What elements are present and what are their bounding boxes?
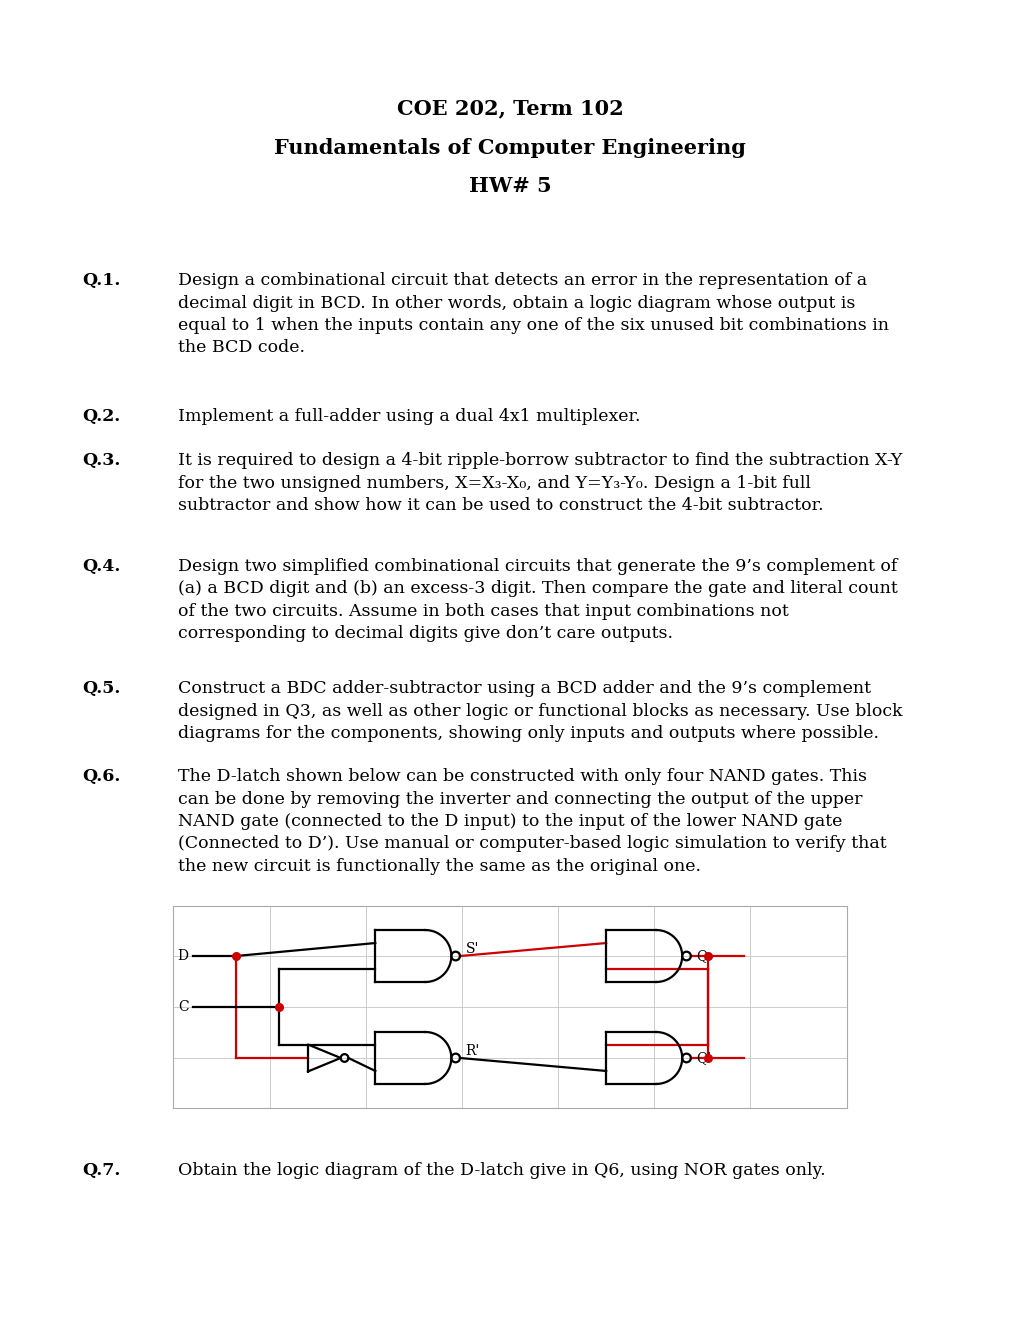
Text: The D-latch shown below can be constructed with only four NAND gates. This: The D-latch shown below can be construct… (178, 768, 866, 785)
Text: equal to 1 when the inputs contain any one of the six unused bit combinations in: equal to 1 when the inputs contain any o… (178, 317, 889, 334)
Text: It is required to design a 4-bit ripple-borrow subtractor to find the subtractio: It is required to design a 4-bit ripple-… (178, 451, 902, 469)
Text: NAND gate (connected to the D input) to the input of the lower NAND gate: NAND gate (connected to the D input) to … (178, 813, 842, 830)
Text: Obtain the logic diagram of the D-latch give in Q6, using NOR gates only.: Obtain the logic diagram of the D-latch … (178, 1162, 824, 1179)
Text: can be done by removing the inverter and connecting the output of the upper: can be done by removing the inverter and… (178, 791, 862, 808)
Text: Q.2.: Q.2. (82, 408, 120, 425)
Text: subtractor and show how it can be used to construct the 4-bit subtractor.: subtractor and show how it can be used t… (178, 498, 822, 513)
Text: Q: Q (696, 949, 707, 964)
Text: Implement a full-adder using a dual 4x1 multiplexer.: Implement a full-adder using a dual 4x1 … (178, 408, 640, 425)
Text: (Connected to D’). Use manual or computer-based logic simulation to verify that: (Connected to D’). Use manual or compute… (178, 836, 886, 853)
Text: HW# 5: HW# 5 (468, 176, 551, 195)
Text: the BCD code.: the BCD code. (178, 339, 305, 356)
Text: Q.5.: Q.5. (82, 680, 120, 697)
Text: Construct a BDC adder-subtractor using a BCD adder and the 9’s complement: Construct a BDC adder-subtractor using a… (178, 680, 870, 697)
Text: Fundamentals of Computer Engineering: Fundamentals of Computer Engineering (274, 139, 745, 158)
Text: diagrams for the components, showing only inputs and outputs where possible.: diagrams for the components, showing onl… (178, 725, 878, 742)
Text: (a) a BCD digit and (b) an excess-3 digit. Then compare the gate and literal cou: (a) a BCD digit and (b) an excess-3 digi… (178, 581, 897, 598)
Text: decimal digit in BCD. In other words, obtain a logic diagram whose output is: decimal digit in BCD. In other words, ob… (178, 294, 855, 312)
Text: Q.3.: Q.3. (82, 451, 120, 469)
Text: D: D (177, 949, 189, 964)
Text: for the two unsigned numbers, X=X₃-X₀, and Y=Y₃-Y₀. Design a 1-bit full: for the two unsigned numbers, X=X₃-X₀, a… (178, 474, 810, 491)
Text: R': R' (466, 1044, 480, 1059)
Text: of the two circuits. Assume in both cases that input combinations not: of the two circuits. Assume in both case… (178, 603, 788, 620)
Text: C: C (178, 1001, 189, 1014)
Text: corresponding to decimal digits give don’t care outputs.: corresponding to decimal digits give don… (178, 626, 673, 643)
Text: Q.7.: Q.7. (82, 1162, 120, 1179)
Text: designed in Q3, as well as other logic or functional blocks as necessary. Use bl: designed in Q3, as well as other logic o… (178, 702, 902, 719)
Text: Q.4.: Q.4. (82, 558, 120, 576)
Text: S': S' (466, 942, 479, 956)
Text: Q.6.: Q.6. (82, 768, 120, 785)
Text: Design a combinational circuit that detects an error in the representation of a: Design a combinational circuit that dete… (178, 272, 866, 289)
Text: COE 202, Term 102: COE 202, Term 102 (396, 98, 623, 117)
Text: Q.1.: Q.1. (82, 272, 120, 289)
Text: Design two simplified combinational circuits that generate the 9’s complement of: Design two simplified combinational circ… (178, 558, 897, 576)
Text: the new circuit is functionally the same as the original one.: the new circuit is functionally the same… (178, 858, 700, 875)
Text: Q': Q' (696, 1051, 711, 1065)
